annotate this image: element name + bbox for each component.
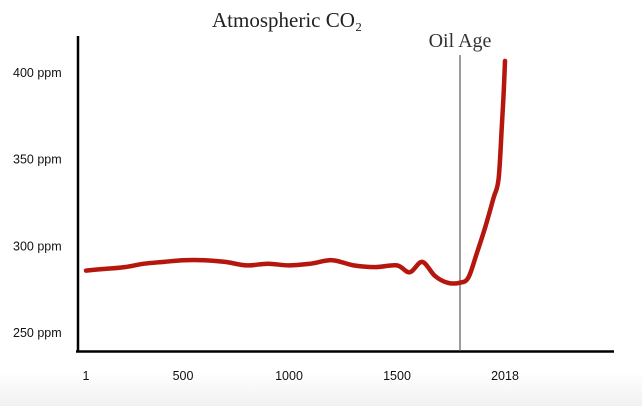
co2-series-line xyxy=(83,58,508,286)
x-tick-label: 500 xyxy=(173,369,194,383)
x-tick-label: 1500 xyxy=(383,369,411,383)
y-tick-label: 300 ppm xyxy=(13,239,62,253)
y-tick-labels: 250 ppm 300 ppm 350 ppm 400 ppm xyxy=(13,66,62,340)
y-tick-label: 400 ppm xyxy=(13,66,62,80)
chart-title: Atmospheric CO₂ xyxy=(212,8,362,32)
x-tick-label: 2018 xyxy=(491,369,519,383)
oil-age-label: Oil Age xyxy=(429,30,492,52)
x-tick-label: 1000 xyxy=(275,369,303,383)
y-tick-label: 250 ppm xyxy=(13,326,62,340)
x-tick-labels: 1 500 1000 1500 2018 xyxy=(83,369,519,383)
y-tick-label: 350 ppm xyxy=(13,153,62,167)
x-tick-label: 1 xyxy=(83,369,90,383)
